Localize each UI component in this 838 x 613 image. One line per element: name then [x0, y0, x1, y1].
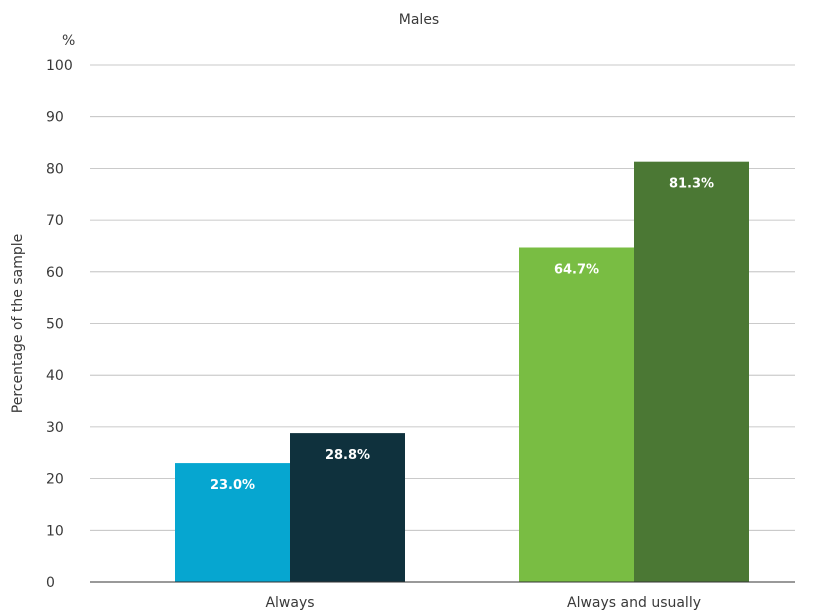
y-tick-label-20: 20 — [46, 472, 64, 488]
y-tick-label-40: 40 — [46, 368, 64, 384]
x-axis-categories: Always Always and usually — [265, 595, 701, 611]
chart-title: Males — [399, 12, 439, 28]
data-label-always-and-usually-1: 64.7% — [554, 263, 599, 278]
y-tick-label-0: 0 — [46, 575, 55, 591]
bars — [175, 161, 749, 582]
data-label-always-2: 28.8% — [325, 448, 370, 463]
y-tick-label-70: 70 — [46, 213, 64, 229]
bar-always-and-usually-1 — [519, 247, 634, 582]
y-tick-label-60: 60 — [46, 265, 64, 281]
y-axis-ticks: 0 10 20 30 40 50 60 70 80 90 100 — [46, 58, 73, 591]
bar-always-1 — [175, 463, 290, 582]
y-tick-label-50: 50 — [46, 317, 64, 333]
x-category-label-2: Always and usually — [567, 595, 701, 611]
y-tick-label-90: 90 — [46, 110, 64, 126]
y-tick-label-10: 10 — [46, 523, 64, 539]
bar-labels: 23.0% 28.8% 64.7% 81.3% — [210, 177, 714, 493]
y-axis-unit: % — [62, 33, 75, 49]
x-category-label-1: Always — [265, 595, 314, 611]
data-label-always-and-usually-2: 81.3% — [669, 177, 714, 192]
y-tick-label-80: 80 — [46, 161, 64, 177]
y-axis-label: Percentage of the sample — [10, 234, 26, 413]
y-tick-label-30: 30 — [46, 420, 64, 436]
bar-always-and-usually-2 — [634, 161, 749, 582]
data-label-always-1: 23.0% — [210, 478, 255, 493]
bar-always-2 — [290, 433, 405, 582]
y-tick-label-100: 100 — [46, 58, 73, 74]
